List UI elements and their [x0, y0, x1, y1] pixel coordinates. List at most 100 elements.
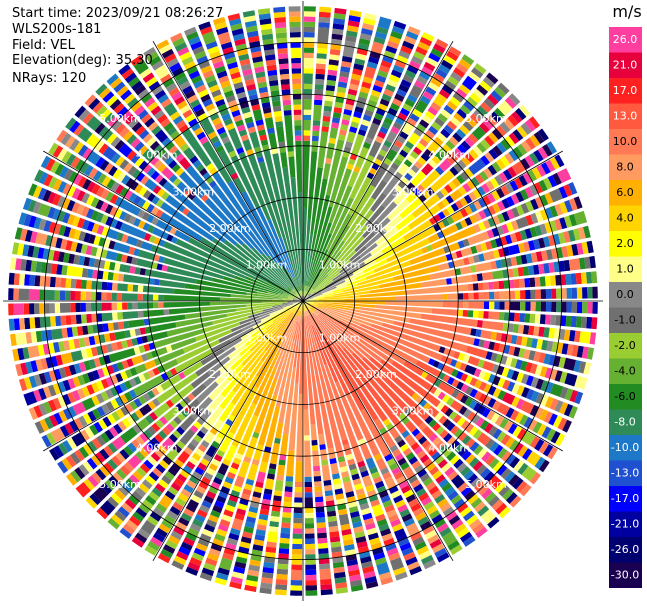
velocity-gate [388, 485, 399, 494]
velocity-gate [273, 303, 294, 311]
velocity-gate [65, 117, 77, 130]
velocity-gate [563, 231, 571, 243]
velocity-gate [399, 131, 409, 140]
velocity-gate [473, 429, 483, 440]
velocity-gate [360, 470, 370, 478]
velocity-gate [208, 486, 219, 495]
velocity-gate [545, 314, 551, 325]
velocity-gate [478, 370, 487, 380]
velocity-gate [573, 228, 581, 241]
velocity-gate [38, 372, 47, 385]
velocity-gate [424, 110, 436, 120]
velocity-gate [77, 217, 85, 229]
velocity-gate [45, 158, 56, 171]
velocity-gate [305, 288, 312, 297]
velocity-gate [303, 42, 315, 48]
velocity-gate [488, 425, 498, 437]
velocity-gate [504, 135, 516, 148]
velocity-gate [30, 360, 38, 373]
velocity-gate [268, 74, 278, 82]
velocity-gate [463, 257, 470, 266]
velocity-gate [438, 158, 452, 172]
velocity-gate [298, 310, 301, 316]
velocity-gate [88, 359, 97, 369]
velocity-gate [133, 217, 141, 227]
velocity-gate [478, 282, 484, 291]
velocity-gate [161, 475, 172, 485]
velocity-gate [472, 145, 483, 157]
velocity-gate [59, 166, 69, 179]
velocity-gate [306, 304, 310, 309]
velocity-gate [399, 542, 412, 552]
velocity-gate [535, 392, 545, 405]
velocity-gate [418, 436, 428, 445]
velocity-gate [70, 470, 82, 483]
velocity-gate [161, 166, 174, 180]
velocity-gate [220, 297, 272, 301]
velocity-gate [405, 420, 417, 433]
velocity-gate [565, 273, 572, 285]
velocity-gate [96, 224, 105, 235]
velocity-gate [468, 292, 474, 300]
velocity-gate [414, 464, 424, 474]
velocity-gate [275, 121, 284, 128]
velocity-gate [68, 339, 76, 350]
velocity-gate [289, 16, 301, 22]
velocity-gate [487, 205, 496, 216]
velocity-gate [121, 502, 133, 514]
velocity-gate [463, 100, 475, 112]
velocity-gate [168, 174, 178, 183]
velocity-gate [558, 328, 566, 340]
velocity-gate [336, 278, 356, 288]
velocity-gate [529, 152, 540, 165]
velocity-gate [520, 189, 529, 201]
velocity-gate [429, 538, 442, 549]
velocity-gate [357, 460, 366, 468]
colorbar-swatch [609, 78, 642, 104]
velocity-gate [118, 64, 131, 76]
velocity-gate [143, 232, 152, 242]
velocity-gate [277, 48, 288, 54]
velocity-gate [85, 496, 98, 509]
velocity-gate [325, 500, 335, 507]
velocity-gate [278, 553, 289, 560]
velocity-gate [335, 493, 345, 500]
velocity-gate [304, 291, 308, 297]
velocity-gate [269, 301, 303, 316]
velocity-gate [167, 486, 179, 496]
velocity-gate [510, 193, 520, 205]
velocity-gate [338, 134, 346, 141]
velocity-gate [303, 73, 313, 84]
velocity-gate [203, 562, 216, 572]
velocity-gate [106, 413, 116, 425]
velocity-gate [310, 307, 315, 312]
velocity-gate [292, 300, 298, 301]
velocity-gate [163, 122, 174, 132]
colorbar-swatch [609, 358, 642, 384]
velocity-gate [173, 134, 187, 148]
velocity-gate [304, 512, 314, 519]
velocity-gate [194, 50, 207, 60]
velocity-gate [106, 95, 118, 107]
velocity-gate [13, 288, 19, 300]
velocity-gate [33, 374, 42, 387]
velocity-gate [17, 243, 25, 256]
velocity-gate [110, 374, 119, 385]
velocity-gate [487, 397, 497, 408]
velocity-gate [131, 169, 142, 179]
velocity-gate [393, 566, 406, 576]
velocity-gate [111, 282, 118, 291]
velocity-gate [482, 360, 495, 372]
velocity-gate [428, 159, 438, 169]
velocity-gate [402, 103, 413, 112]
velocity-gate [446, 397, 455, 407]
velocity-gate [307, 302, 318, 308]
velocity-gate [231, 571, 244, 580]
velocity-gate [393, 158, 403, 167]
velocity-gate [375, 108, 386, 116]
velocity-gate [260, 313, 295, 362]
velocity-gate [307, 302, 313, 305]
velocity-gate [458, 58, 472, 70]
velocity-gate [421, 246, 429, 254]
velocity-gate [366, 527, 378, 536]
